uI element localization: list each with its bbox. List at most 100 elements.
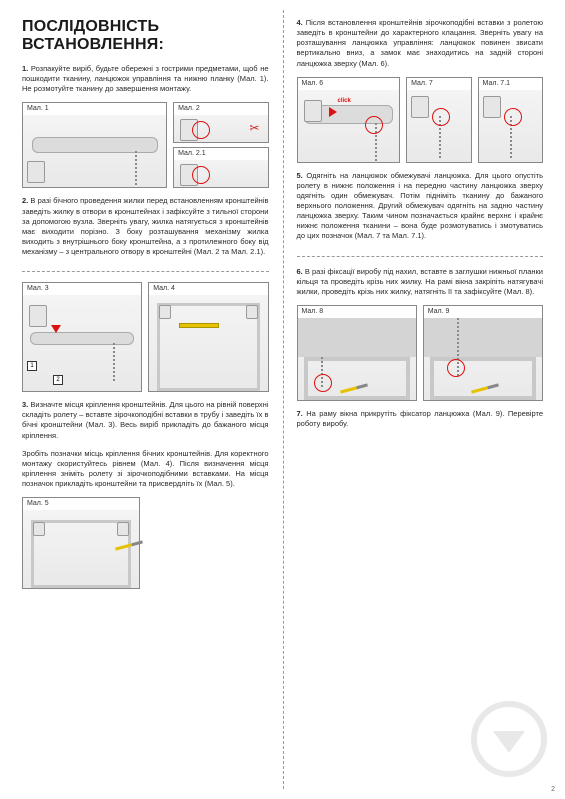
- step-3b-text: Зробіть позначки місць кріплення бічних …: [22, 449, 269, 490]
- figure-6-label: Мал. 6: [302, 80, 324, 87]
- fabric-shape: [298, 318, 416, 357]
- step-1-number: 1.: [22, 64, 28, 73]
- red-circle-icon: [314, 374, 332, 392]
- figure-1-body: [23, 115, 166, 187]
- red-circle-icon: [504, 108, 522, 126]
- watermark-logo: [471, 701, 547, 777]
- step-3b-body: Зробіть позначки місць кріплення бічних …: [22, 449, 269, 488]
- figure-4: Мал. 4: [148, 282, 268, 392]
- step-2-body: В разі бічного проведення жилки перед вс…: [22, 196, 269, 256]
- roller-shape: [30, 332, 134, 345]
- bracket-shape: [159, 305, 171, 319]
- figure-1-label: Мал. 1: [27, 105, 49, 112]
- fig-row-5: Мал. 5: [22, 497, 269, 589]
- figure-9-label: Мал. 9: [428, 308, 450, 315]
- bracket-shape: [411, 96, 429, 118]
- column-divider: [283, 10, 284, 789]
- window-frame: [157, 303, 259, 391]
- step-7-text: 7. На раму вікна прикрутіть фіксатор лан…: [297, 409, 544, 429]
- figure-6: Мал. 6 click: [297, 77, 401, 163]
- figure-7-label: Мал. 7: [411, 80, 433, 87]
- figure-7-1-body: [479, 90, 542, 162]
- step-2-text: 2. В разі бічного проведення жилки перед…: [22, 196, 269, 257]
- fig-row-8-9: Мал. 8 Мал. 9: [297, 305, 544, 401]
- figure-7: Мал. 7: [406, 77, 471, 163]
- bracket-shape: [483, 96, 501, 118]
- bracket-shape: [33, 522, 45, 536]
- step-5-body: Одягніть на ланцюжок обмежувачі ланцюжка…: [297, 171, 544, 241]
- step-7-number: 7.: [297, 409, 303, 418]
- figure-5-body: [23, 510, 139, 588]
- watermark-arrow-icon: [493, 731, 525, 753]
- red-circle-icon: [192, 121, 210, 139]
- figure-8-label: Мал. 8: [302, 308, 324, 315]
- figure-7-1-label: Мал. 7.1: [483, 80, 511, 87]
- chain-shape: [113, 343, 115, 383]
- fig-row-1-2: Мал. 1 Мал. 2 ✂ Мал. 2.1: [22, 102, 269, 188]
- bracket-shape: [246, 305, 258, 319]
- figure-6-body: click: [298, 90, 400, 162]
- figure-3-label: Мал. 3: [27, 285, 49, 292]
- page-number: 2: [551, 786, 555, 793]
- section-divider: [297, 256, 544, 257]
- step-5-text: 5. Одягніть на ланцюжок обмежувачі ланцю…: [297, 171, 544, 242]
- figure-2-1: Мал. 2.1: [173, 147, 268, 188]
- callout-1: 1: [27, 361, 37, 371]
- section-divider: [22, 271, 269, 272]
- chain-shape: [135, 151, 137, 185]
- bracket-shape: [304, 100, 322, 122]
- figure-9-body: [424, 318, 542, 400]
- step-1-text: 1. Розпакуйте виріб, будьте обережні з г…: [22, 64, 269, 94]
- step-2-number: 2.: [22, 196, 28, 205]
- roller-shape: [32, 137, 158, 153]
- figure-2-stack: Мал. 2 ✂ Мал. 2.1: [173, 102, 268, 188]
- right-column: 4. Після встановлення кронштейнів зірочк…: [297, 18, 544, 597]
- red-circle-icon: [432, 108, 450, 126]
- window-frame: [430, 357, 536, 400]
- callout-2: 2: [53, 375, 63, 385]
- step-6-number: 6.: [297, 267, 303, 276]
- step-5-number: 5.: [297, 171, 303, 180]
- step-4-body: Після встановлення кронштейнів зірочкопо…: [297, 18, 544, 68]
- fig-row-3-4: Мал. 3 1 2 Мал. 4: [22, 282, 269, 392]
- figure-4-label: Мал. 4: [153, 285, 175, 292]
- figure-2: Мал. 2 ✂: [173, 102, 268, 143]
- step-3-number: 3.: [22, 400, 28, 409]
- figure-7-body: [407, 90, 470, 162]
- figure-3-body: 1 2: [23, 295, 141, 391]
- step-4-text: 4. Після встановлення кронштейнів зірочк…: [297, 18, 544, 69]
- figure-8-body: [298, 318, 416, 400]
- window-frame: [31, 520, 131, 588]
- step-7-body: На раму вікна прикрутіть фіксатор ланцюж…: [297, 409, 544, 428]
- fig-row-6-7: Мал. 6 click Мал. 7 Ма: [297, 77, 544, 163]
- figure-3: Мал. 3 1 2: [22, 282, 142, 392]
- click-label: click: [338, 98, 351, 104]
- red-arrow-icon: [329, 107, 337, 117]
- step-6-text: 6. В разі фіксації виробу під нахил, вст…: [297, 267, 544, 297]
- red-arrow-icon: [51, 325, 61, 333]
- bracket-shape: [29, 305, 47, 327]
- figure-5: Мал. 5: [22, 497, 140, 589]
- figure-1: Мал. 1: [22, 102, 167, 188]
- figure-7-1: Мал. 7.1: [478, 77, 543, 163]
- figure-2-1-label: Мал. 2.1: [178, 150, 206, 157]
- figure-9: Мал. 9: [423, 305, 543, 401]
- step-3a-body: Визначте місця кріплення кронштейнів. Дл…: [22, 400, 269, 439]
- figure-2-1-body: [174, 160, 267, 187]
- red-circle-icon: [365, 116, 383, 134]
- red-circle-icon: [192, 166, 210, 184]
- step-1-body: Розпакуйте виріб, будьте обережні з гост…: [22, 64, 269, 93]
- figure-8: Мал. 8: [297, 305, 417, 401]
- fabric-shape: [424, 318, 542, 357]
- figure-2-body: ✂: [174, 115, 267, 142]
- figure-2-label: Мал. 2: [178, 105, 200, 112]
- figure-5-label: Мал. 5: [27, 500, 49, 507]
- left-column: ПОСЛІДОВНІСТЬ ВСТАНОВЛЕННЯ: 1. Розпакуйт…: [22, 18, 269, 597]
- bracket-shape: [117, 522, 129, 536]
- level-tool: [179, 323, 219, 328]
- scissors-icon: ✂: [249, 121, 259, 135]
- figure-4-body: [149, 295, 267, 391]
- step-4-number: 4.: [297, 18, 303, 27]
- step-3a-text: 3. Визначте місця кріплення кронштейнів.…: [22, 400, 269, 441]
- step-6-body: В разі фіксації виробу під нахил, вставт…: [297, 267, 544, 296]
